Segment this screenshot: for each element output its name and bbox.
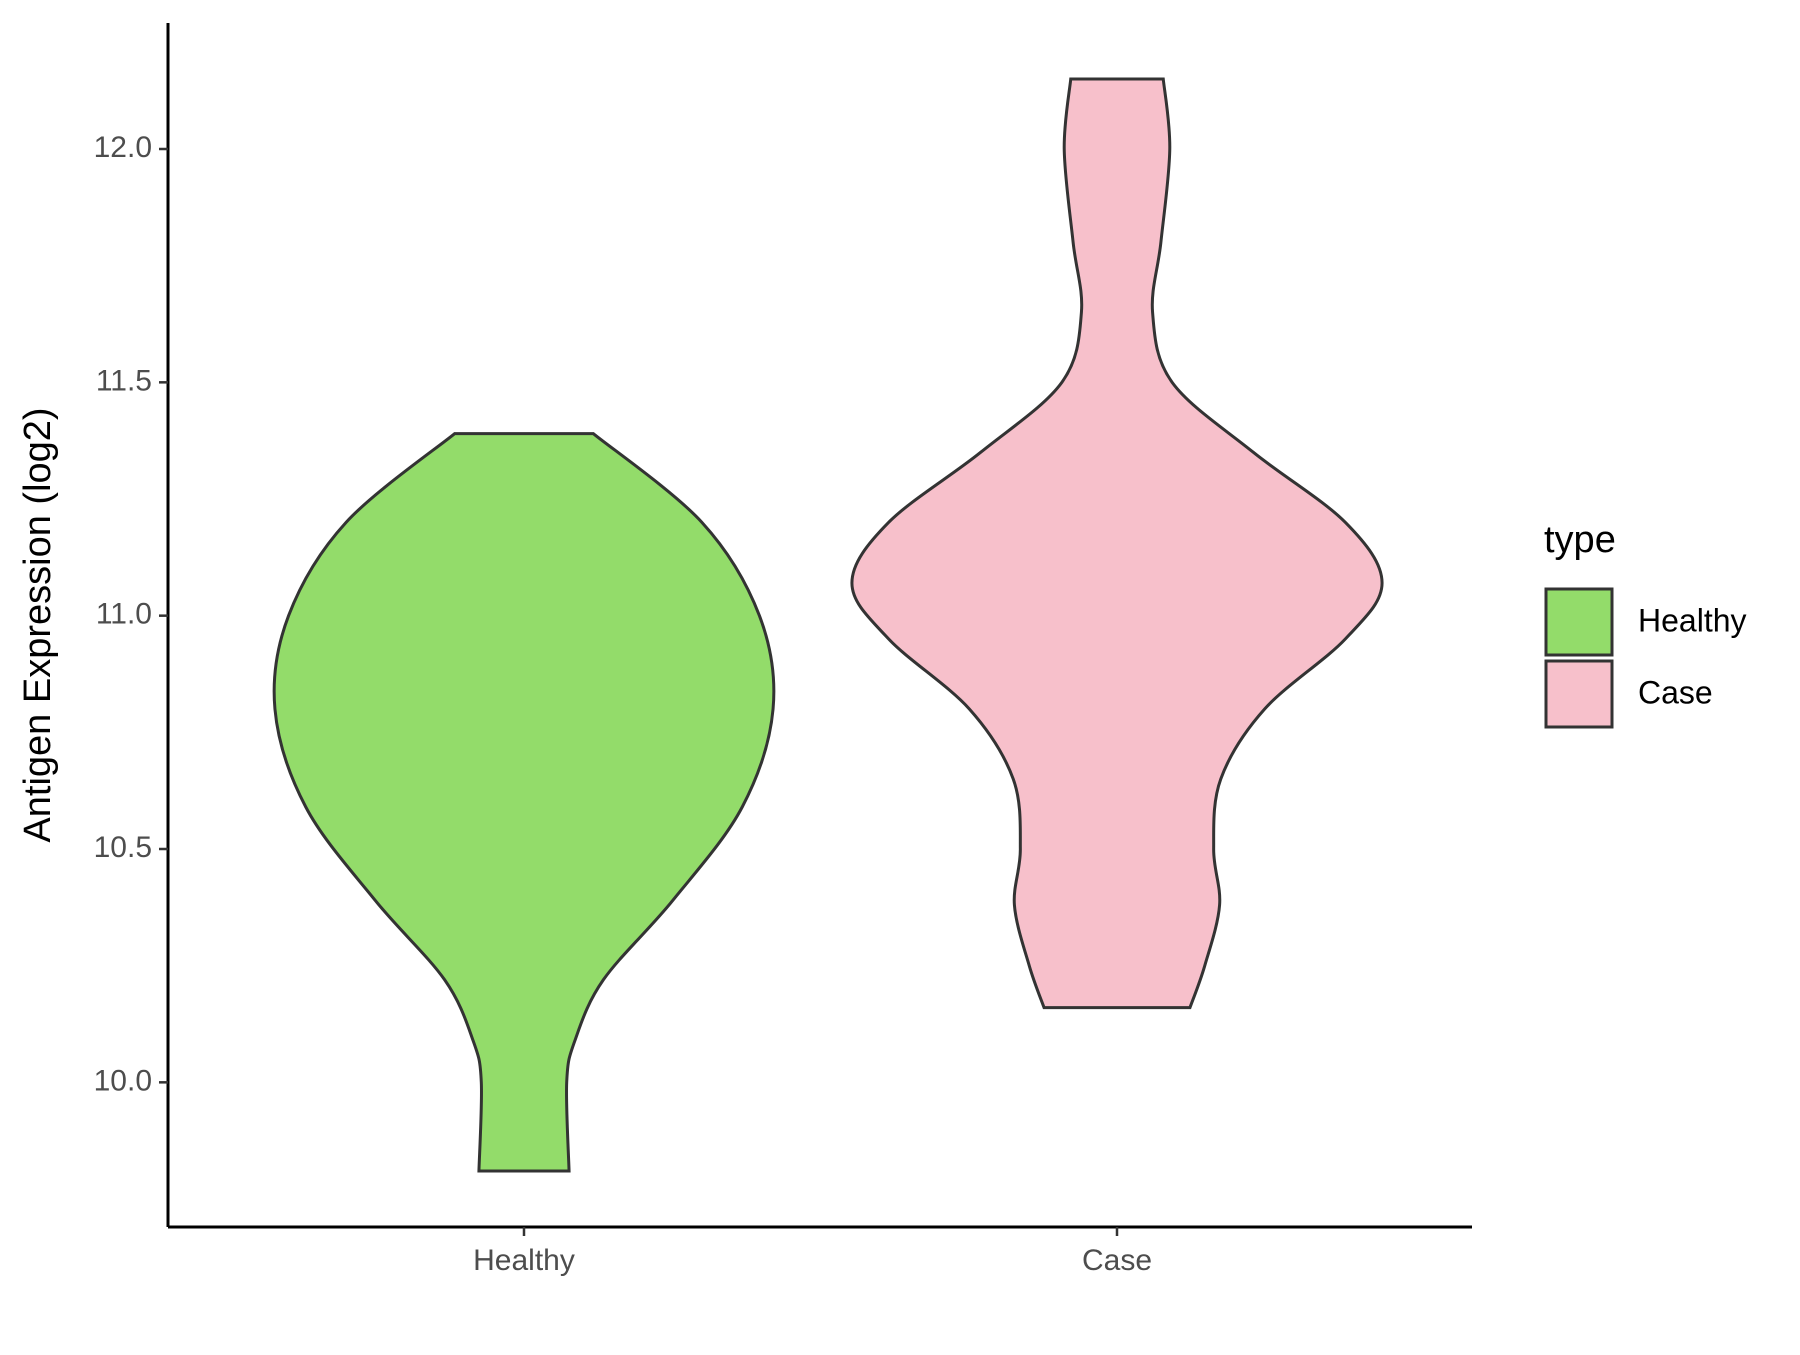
x-tick-label: Healthy [473, 1244, 575, 1277]
x-tick-label: Case [1082, 1244, 1152, 1277]
legend-key [1544, 659, 1614, 729]
legend-label: Healthy [1638, 602, 1747, 638]
violin [272, 432, 776, 1173]
y-axis-label: Antigen Expression (log2) [17, 407, 59, 842]
y-tick-label: 12.0 [94, 131, 152, 164]
legend-key [1544, 587, 1614, 657]
y-tick-label: 10.5 [94, 831, 152, 864]
violin [850, 77, 1384, 1010]
y-tick-label: 11.0 [96, 598, 152, 631]
legend-label: Case [1638, 674, 1713, 710]
y-tick-label: 11.5 [96, 364, 152, 397]
y-tick-label: 10.0 [94, 1064, 152, 1097]
legend-title: type [1544, 519, 1616, 561]
